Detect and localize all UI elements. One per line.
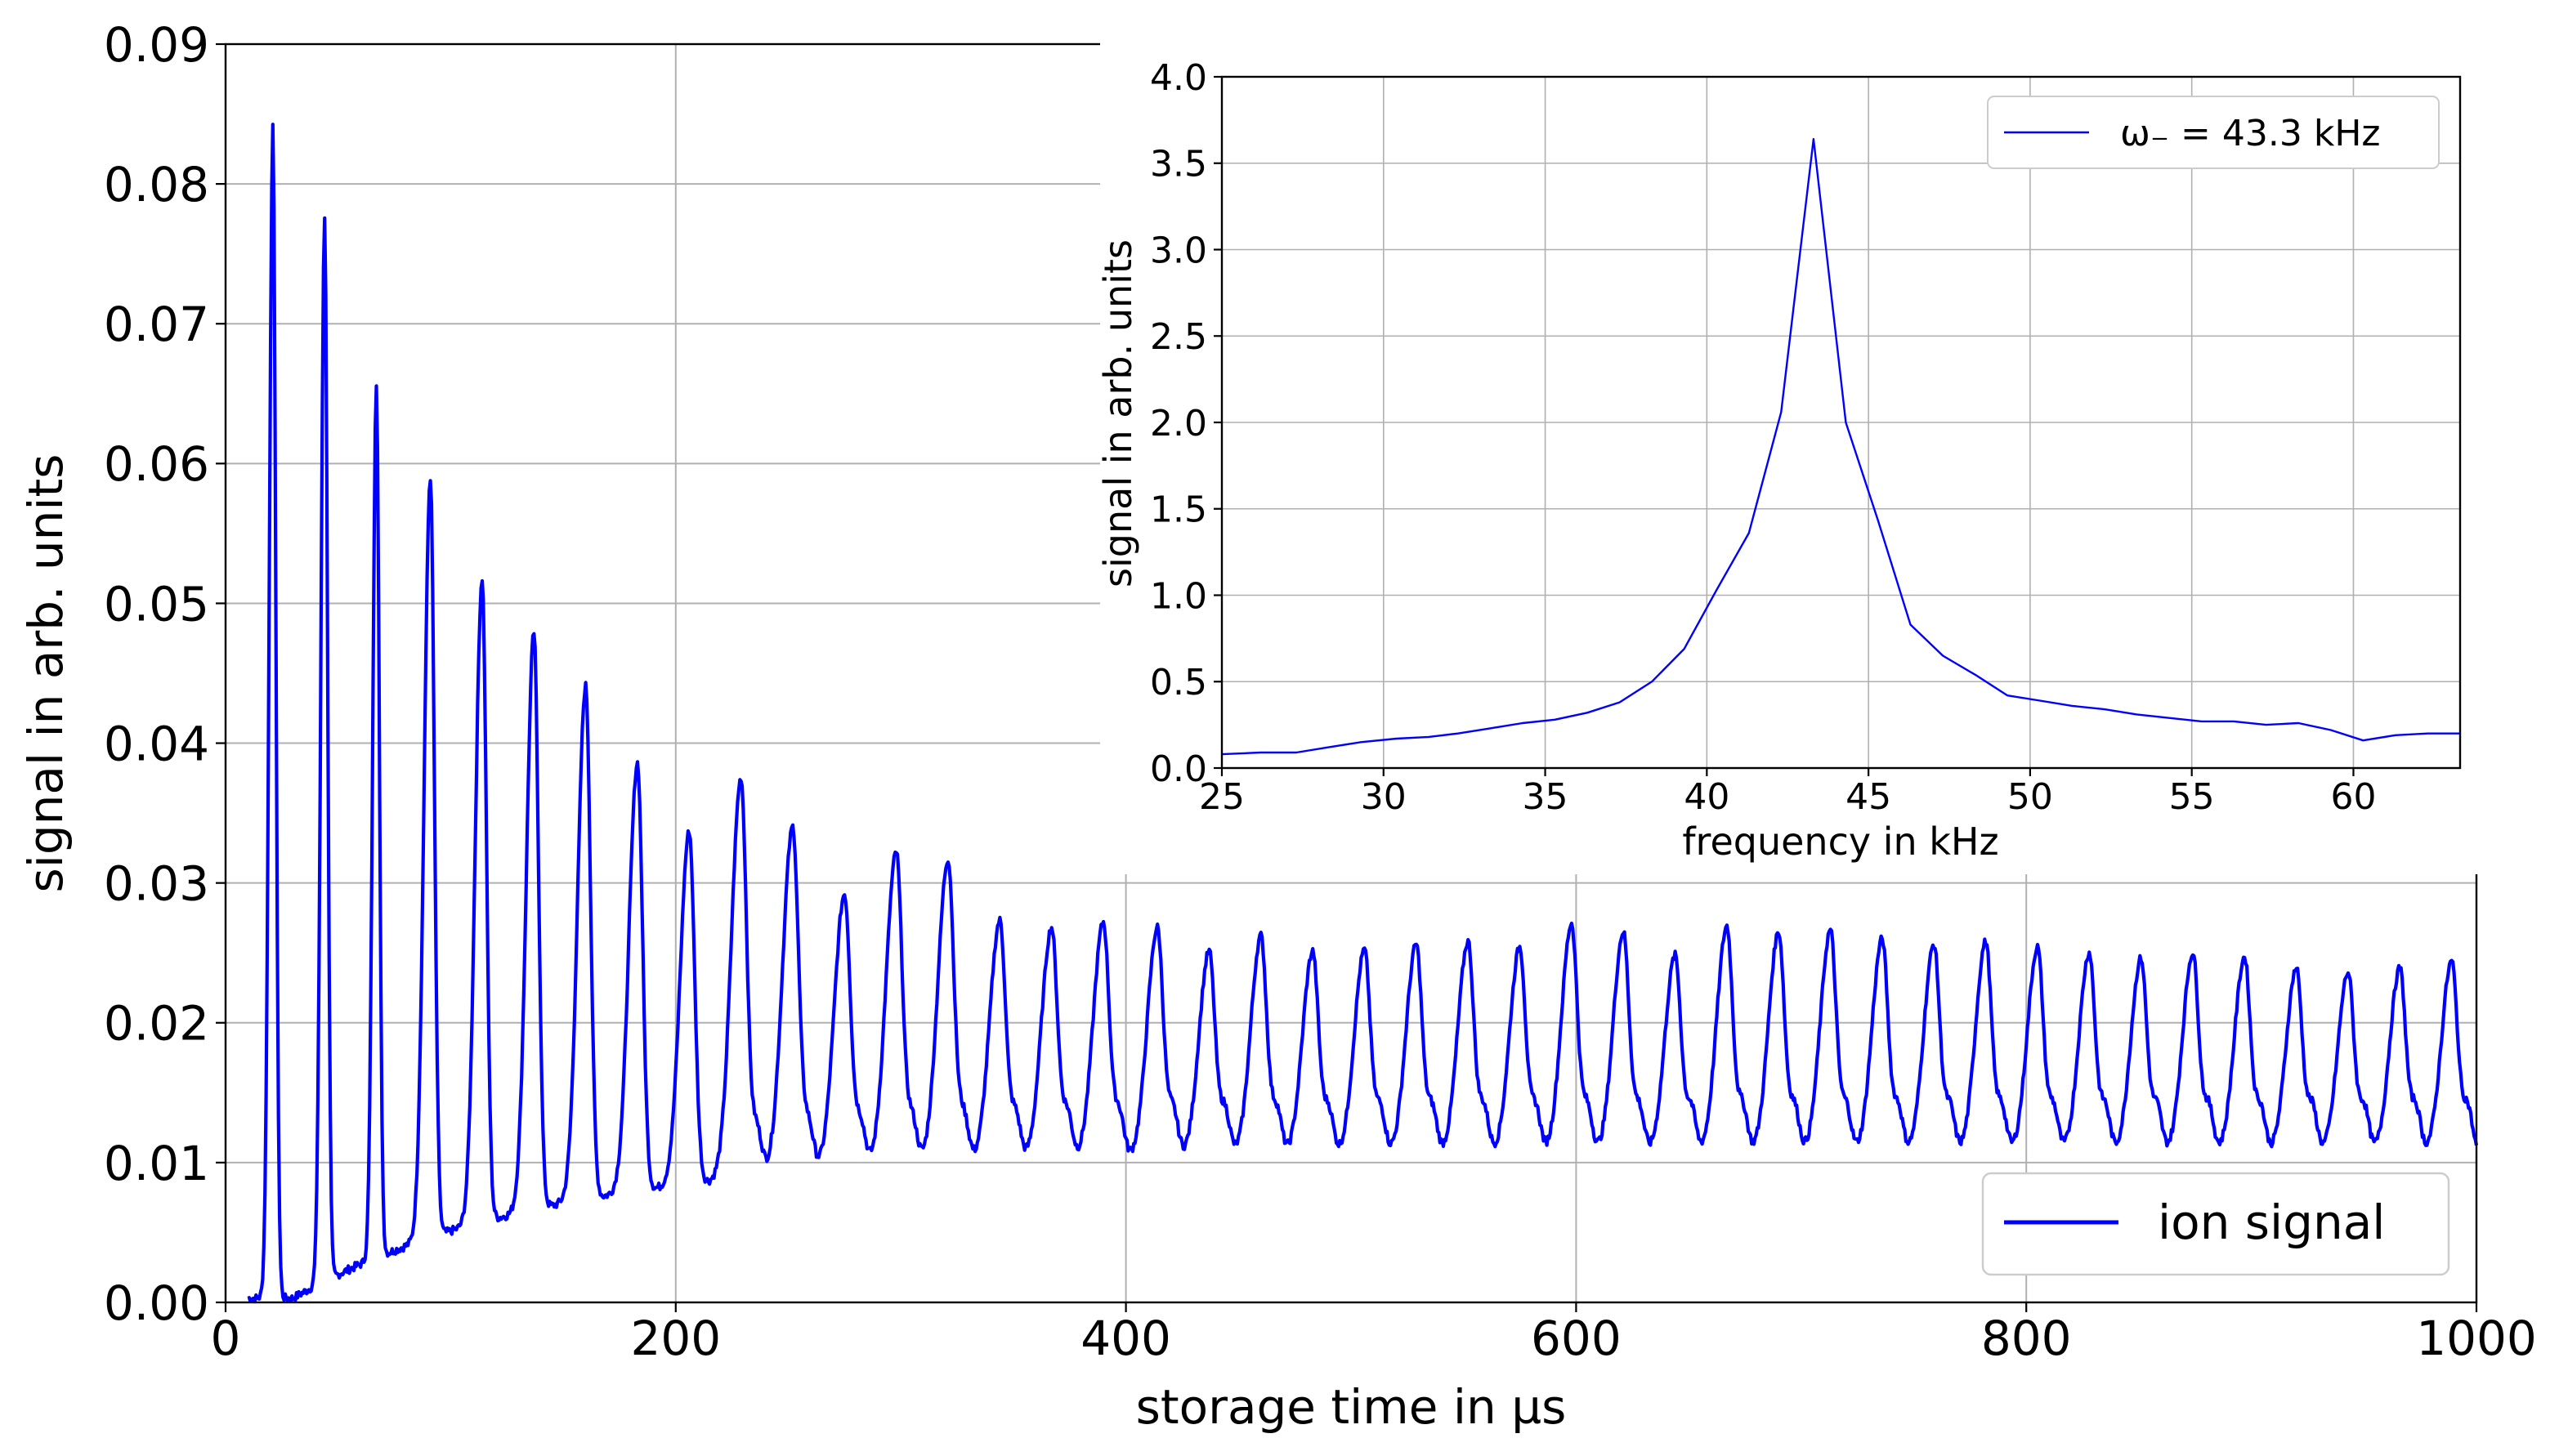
- inset-y-tick-label: 4.0: [1150, 57, 1207, 99]
- main-y-tick-label: 0.04: [104, 716, 209, 771]
- main-x-axis-label: storage time in µs: [1136, 1379, 1567, 1435]
- inset-x-tick-label: 50: [2007, 776, 2053, 818]
- main-y-tick-label: 0.06: [104, 436, 209, 492]
- inset-x-tick-label: 45: [1845, 776, 1891, 818]
- main-x-tick-label: 0: [211, 1311, 241, 1366]
- main-y-tick-label: 0.03: [104, 856, 209, 912]
- inset-x-tick-label: 25: [1199, 776, 1245, 818]
- inset-y-tick-label: 1.0: [1150, 575, 1207, 617]
- inset-x-tick-label: 35: [1523, 776, 1568, 818]
- inset-y-tick-label: 3.5: [1150, 144, 1207, 185]
- inset-chart: 25 30 35 40 45 50 55 60 0.0 0.5 1.0 1.5 2.0 2.5 3.0 3.…: [1096, 16, 2481, 874]
- main-y-tick-label: 0.05: [104, 576, 209, 632]
- main-y-tick-label: 0.01: [104, 1136, 209, 1191]
- main-legend-box: [1981, 1172, 2450, 1276]
- main-y-tick-label: 0.07: [104, 297, 209, 352]
- inset-x-tick-label: 40: [1684, 776, 1729, 818]
- inset-legend: ω₋ = 43.3 kHz: [1987, 96, 2440, 169]
- main-legend-label: ion signal: [2158, 1195, 2385, 1250]
- inset-y-axis-label: signal in arb. units: [1096, 239, 1140, 587]
- main-x-tick-label: 200: [630, 1311, 721, 1366]
- main-x-tick-label: 400: [1080, 1311, 1171, 1366]
- main-y-tick-label: 0.09: [104, 17, 209, 73]
- main-legend: ion signal: [1981, 1172, 2450, 1276]
- inset-x-axis-label: frequency in kHz: [1682, 820, 1998, 864]
- main-y-tick-label: 0.00: [104, 1275, 209, 1331]
- inset-y-tick-label: 2.5: [1150, 316, 1207, 358]
- main-x-tick-label: 600: [1531, 1311, 1622, 1366]
- main-x-tick-label: 800: [1981, 1311, 2072, 1366]
- main-x-tick-label: 1000: [2416, 1311, 2537, 1366]
- inset-legend-box: [1987, 96, 2440, 169]
- inset-x-tick-label: 55: [2169, 776, 2215, 818]
- inset-y-tick-label: 3.0: [1150, 230, 1207, 271]
- inset-y-tick-label: 2.0: [1150, 403, 1207, 444]
- main-y-tick-label: 0.02: [104, 996, 209, 1052]
- inset-x-tick-label: 30: [1361, 776, 1407, 818]
- inset-legend-label: ω₋ = 43.3 kHz: [2120, 113, 2381, 154]
- inset-y-tick-label: 1.5: [1150, 489, 1207, 531]
- inset-y-tick-label: 0.0: [1150, 748, 1207, 790]
- main-y-axis-label: signal in arb. units: [18, 454, 74, 893]
- inset-y-tick-label: 0.5: [1150, 662, 1207, 703]
- inset-x-tick-label: 60: [2330, 776, 2376, 818]
- main-series-ion-signal-line: [247, 123, 2479, 1304]
- main-y-tick-label: 0.08: [104, 157, 209, 212]
- inset-series-spectrum-line: [1221, 137, 2460, 756]
